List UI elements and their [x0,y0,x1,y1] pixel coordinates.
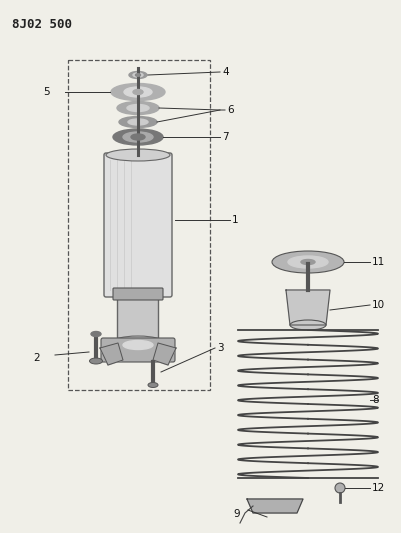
Text: 4: 4 [222,67,229,77]
Ellipse shape [131,134,145,140]
Ellipse shape [106,149,170,161]
Bar [68,60,210,390]
Ellipse shape [117,101,159,115]
Ellipse shape [111,84,165,101]
FancyBboxPatch shape [101,338,175,362]
Ellipse shape [148,383,158,387]
Ellipse shape [129,71,147,78]
Ellipse shape [301,260,315,264]
Polygon shape [100,343,123,365]
Ellipse shape [133,90,143,94]
Ellipse shape [123,132,153,142]
Ellipse shape [288,256,328,268]
Text: 6: 6 [227,105,234,115]
Ellipse shape [128,119,148,125]
Polygon shape [247,499,303,513]
Text: 8: 8 [372,395,379,405]
Text: 12: 12 [372,483,385,493]
Ellipse shape [272,251,344,273]
FancyBboxPatch shape [117,294,158,342]
Ellipse shape [89,358,103,364]
Polygon shape [286,290,330,325]
Ellipse shape [119,117,157,127]
Ellipse shape [290,320,326,330]
Text: 8J02 500: 8J02 500 [12,18,72,31]
FancyBboxPatch shape [113,288,163,300]
Ellipse shape [123,341,153,350]
Text: 11: 11 [372,257,385,267]
Ellipse shape [124,87,152,97]
Polygon shape [153,343,176,365]
Text: 9: 9 [233,509,240,519]
Ellipse shape [335,483,345,493]
Text: 5: 5 [43,87,50,97]
Text: 1: 1 [232,215,239,225]
Ellipse shape [113,129,163,145]
Ellipse shape [91,332,101,336]
FancyBboxPatch shape [104,153,172,297]
Text: 7: 7 [222,132,229,142]
Ellipse shape [127,104,149,111]
Text: 3: 3 [217,343,224,353]
Ellipse shape [136,74,140,76]
Ellipse shape [108,336,168,354]
Text: 10: 10 [372,300,385,310]
Ellipse shape [133,73,143,77]
Text: 2: 2 [33,353,40,363]
